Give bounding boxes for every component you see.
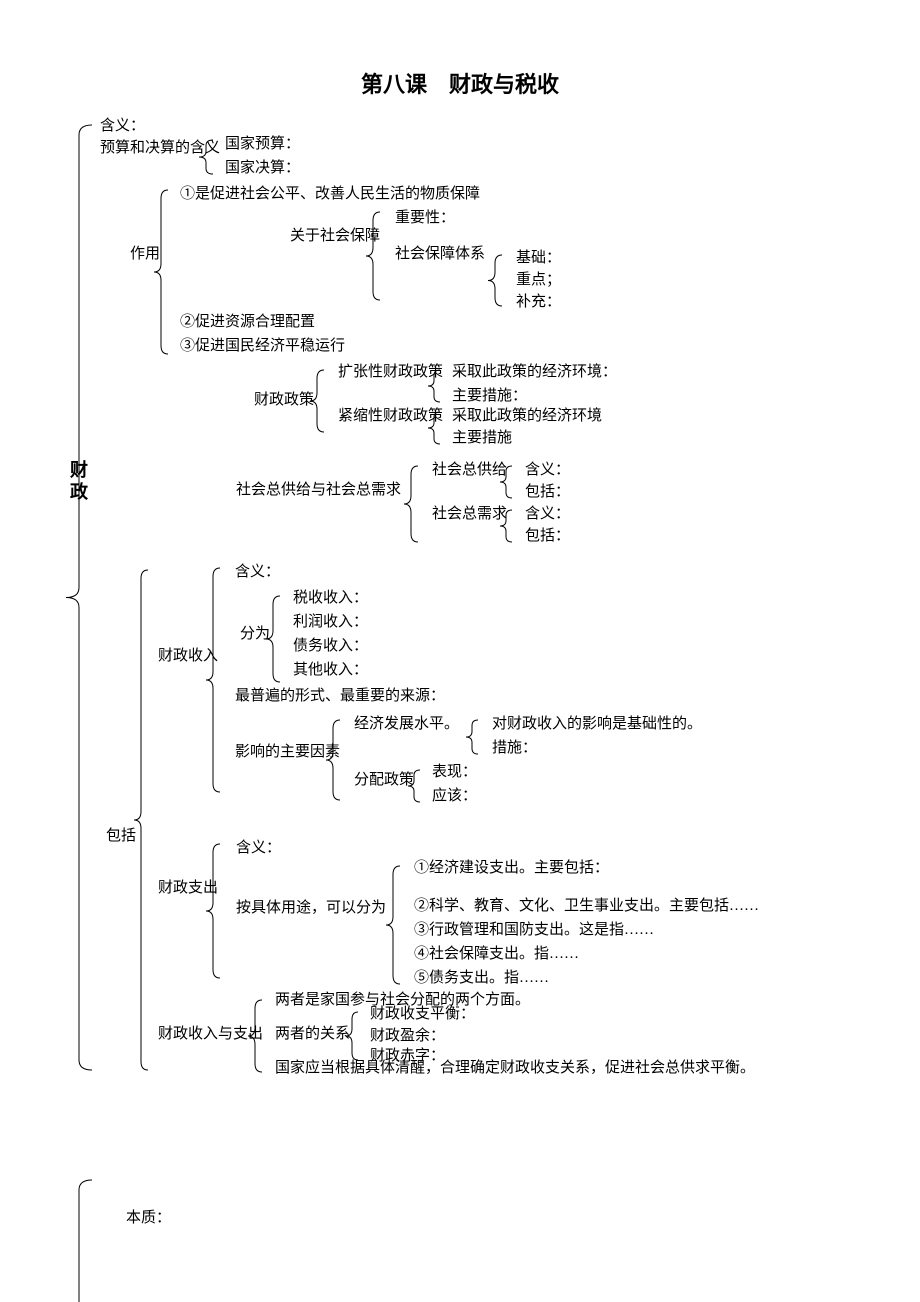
node-label: 社会总需求 — [432, 505, 507, 522]
node-label: 重点； — [516, 271, 561, 288]
page-title: 第八课 财政与税收 — [361, 72, 559, 97]
node-label: 国家预算： — [225, 134, 300, 152]
node-label: 最普遍的形式、最重要的来源： — [235, 687, 445, 704]
node-label: ②促进资源合理配置 — [180, 313, 315, 330]
node-label: 国家决算： — [225, 158, 300, 176]
node-label: 按具体用途，可以分为 — [236, 899, 386, 916]
node-label: 对财政收入的影响是基础性的。 — [492, 715, 702, 732]
node-label: ②科学、教育、文化、卫生事业支出。主要包括…… — [414, 897, 759, 914]
brace — [206, 844, 220, 978]
node-label: 紧缩性财政政策 — [338, 407, 443, 424]
node-label: 含义： — [525, 461, 570, 478]
node-label: 含义： — [235, 563, 280, 580]
node-label: ①是促进社会公平、改善人民生活的物质保障 — [180, 184, 480, 202]
node-label: 作用 — [130, 245, 160, 262]
node-label: 国家应当根据具体清醒，合理确定财政收支关系，促进社会总供求平衡。 — [275, 1058, 755, 1076]
node-label: 主要措施： — [452, 387, 527, 404]
node-label: ③行政管理和国防支出。这是指…… — [414, 921, 654, 938]
node-label: 重要性： — [395, 209, 455, 226]
brace-partial — [79, 1180, 92, 1302]
brace — [488, 255, 502, 306]
node-label: 采取此政策的经济环境 — [452, 406, 602, 424]
node-label: 财政支出 — [158, 879, 218, 896]
brace — [386, 866, 400, 984]
node-label: 扩张性财政政策 — [338, 363, 443, 380]
brace — [66, 125, 92, 1070]
node-label: 财政收入与支出 — [158, 1025, 263, 1042]
node-label: 财政收入 — [158, 647, 218, 664]
node-label: 预算和决算的含义 — [100, 138, 220, 156]
node-label: 含义： — [525, 505, 570, 522]
node-label: 本质： — [126, 1209, 171, 1226]
node-label: 其他收入： — [293, 661, 368, 678]
node-label: 含义： — [236, 839, 281, 856]
brace — [154, 190, 168, 354]
brace-diagram: 第八课 财政与税收财政含义：预算和决算的含义国家预算：国家决算：作用①是促进社会… — [0, 0, 920, 1302]
brace — [134, 570, 148, 1070]
node-label: ③促进国民经济平稳运行 — [180, 337, 345, 354]
node-label: 经济发展水平。 — [354, 715, 459, 732]
node-label: 税收收入： — [293, 589, 368, 606]
node-label: 影响的主要因素 — [235, 743, 340, 760]
brace — [366, 212, 380, 300]
node-label: 表现： — [432, 763, 477, 780]
node-label: 应该： — [432, 786, 477, 804]
brace — [206, 568, 220, 792]
brace — [326, 720, 340, 800]
node-label: 包括： — [525, 527, 570, 544]
node-label: 补充： — [516, 293, 561, 310]
node-label: 分配政策 — [354, 771, 414, 788]
node-label: 基础： — [516, 249, 561, 266]
node-label: 债务收入： — [293, 637, 368, 654]
node-label: 社会保障体系 — [395, 244, 485, 262]
node-label: 包括： — [525, 483, 570, 500]
node-label: 社会总供给 — [432, 461, 507, 478]
node-label: 分为 — [240, 625, 270, 642]
node-label: ⑤债务支出。指…… — [414, 969, 549, 986]
brace — [466, 720, 478, 754]
node-label: 财政盈余： — [370, 1026, 445, 1044]
node-label: 财政收支平衡： — [370, 1005, 475, 1022]
node-label: 社会总供给与社会总需求 — [236, 481, 401, 498]
node-label: ①经济建设支出。主要包括： — [414, 859, 609, 876]
node-label: 财政政策 — [254, 391, 314, 408]
node-label: 采取此政策的经济环境： — [452, 362, 617, 380]
node-label: 包括 — [106, 827, 136, 844]
node-label: 措施： — [492, 739, 537, 756]
node-label: 两者的关系 — [275, 1025, 350, 1042]
node-label: 关于社会保障 — [290, 226, 380, 244]
node-label: ④社会保障支出。指…… — [414, 944, 579, 962]
node-label: 主要措施 — [452, 429, 512, 446]
brace — [404, 466, 418, 542]
node-label: 利润收入： — [293, 613, 368, 630]
node-label: 含义： — [100, 117, 145, 134]
